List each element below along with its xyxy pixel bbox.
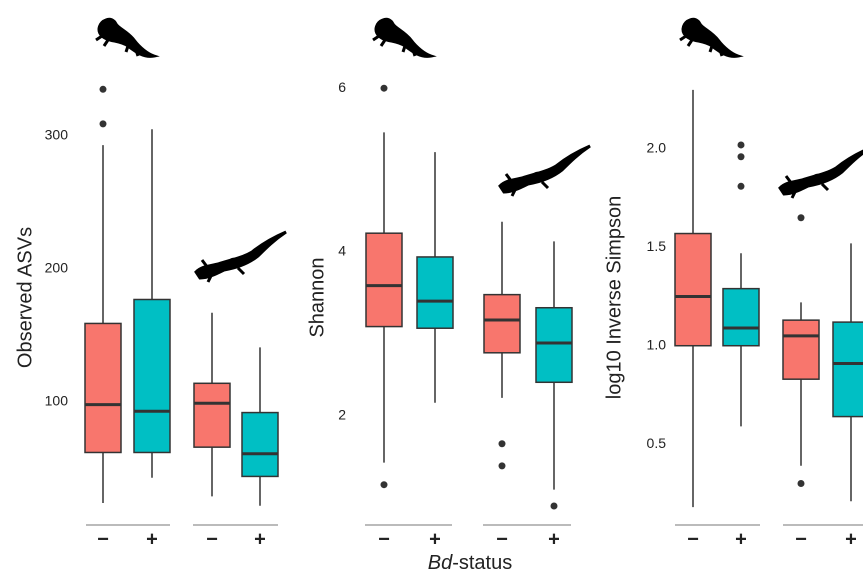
outlier	[381, 481, 388, 488]
x-tick-label: −	[97, 528, 109, 550]
x-tick-label: +	[735, 528, 747, 550]
outlier	[499, 440, 506, 447]
newt-icon	[196, 232, 286, 282]
outlier	[738, 153, 745, 160]
box	[85, 323, 121, 452]
box	[417, 257, 453, 328]
box	[194, 383, 230, 447]
x-axis-label: Bd-status	[428, 552, 513, 574]
box	[242, 413, 278, 477]
box	[833, 322, 863, 416]
x-tick-label: +	[146, 528, 158, 550]
y-axis-label: Observed ASVs	[14, 227, 36, 368]
box	[484, 295, 520, 353]
newt-icon	[780, 148, 863, 198]
x-tick-label: −	[378, 528, 390, 550]
y-tick-label: 6	[338, 79, 346, 95]
y-tick-label: 200	[45, 260, 69, 276]
box	[134, 299, 170, 452]
y-tick-label: 4	[338, 243, 346, 259]
x-label-rest: -status	[452, 552, 512, 574]
y-axis-label: log10 Inverse Simpson	[603, 196, 625, 399]
outlier	[381, 85, 388, 92]
box	[783, 320, 819, 379]
x-tick-label: +	[429, 528, 441, 550]
y-axis-label: Shannon	[306, 257, 328, 337]
box	[536, 308, 572, 383]
newt-icon	[500, 146, 590, 196]
y-tick-label: 1.5	[647, 238, 667, 254]
salamander-icon	[373, 19, 431, 56]
y-tick-label: 100	[45, 393, 69, 409]
outlier	[499, 462, 506, 469]
outlier	[738, 141, 745, 148]
salamander-icon	[96, 19, 154, 56]
chart: Bd-status Observed ASVs 100 200 300 − + − + Shan…	[0, 0, 863, 578]
x-tick-label: +	[548, 528, 560, 550]
y-tick-label: 1.0	[647, 336, 667, 352]
x-tick-label: −	[496, 528, 508, 550]
outlier	[798, 214, 805, 221]
x-label-italic: Bd	[428, 552, 453, 574]
salamander-icon	[680, 19, 738, 56]
box	[366, 233, 402, 326]
box	[723, 289, 759, 346]
x-tick-label: +	[845, 528, 857, 550]
icons	[96, 19, 863, 282]
box	[675, 234, 711, 346]
y-tick-label: 2	[338, 407, 346, 423]
outlier	[551, 502, 558, 509]
x-tick-label: −	[795, 528, 807, 550]
outlier	[738, 183, 745, 190]
y-tick-label: 2.0	[647, 140, 667, 156]
x-tick-label: −	[206, 528, 218, 550]
y-tick-label: 0.5	[647, 435, 667, 451]
x-tick-label: +	[254, 528, 266, 550]
y-tick-label: 300	[45, 127, 69, 143]
x-tick-label: −	[687, 528, 699, 550]
outlier	[100, 120, 107, 127]
outlier	[798, 480, 805, 487]
outlier	[100, 86, 107, 93]
